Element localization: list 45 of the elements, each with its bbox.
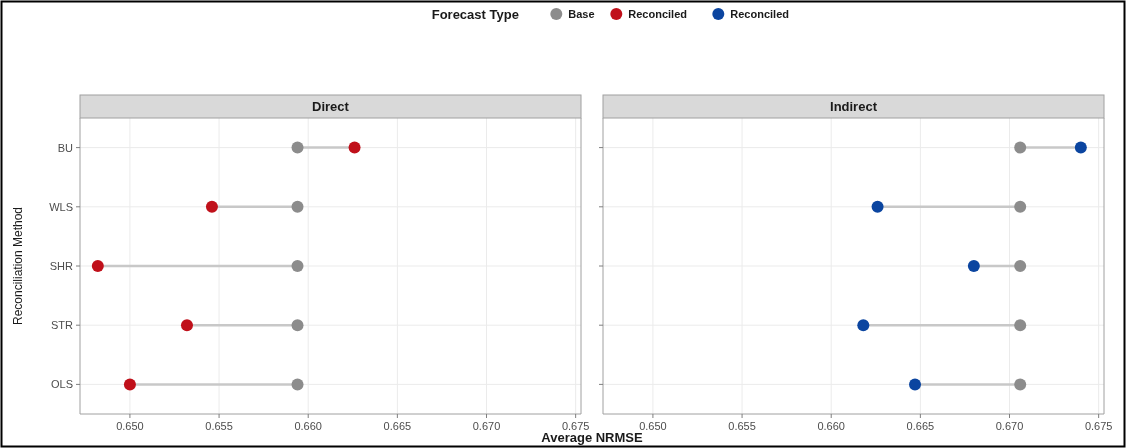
y-axis-title: Reconciliation Method: [11, 206, 25, 326]
x-tick-label: 0.675: [1084, 420, 1113, 432]
point: [291, 378, 304, 391]
point: [180, 319, 193, 332]
legend-label: Reconciled: [730, 8, 789, 20]
point: [291, 141, 304, 154]
x-tick-label: 0.675: [561, 420, 590, 432]
x-tick-label: 0.650: [639, 420, 667, 432]
point: [205, 200, 218, 213]
point: [871, 200, 884, 213]
chart-title: Indirect: [830, 99, 878, 114]
point: [1014, 141, 1027, 154]
point: [1074, 141, 1087, 154]
x-tick-label: 0.655: [728, 420, 756, 432]
point: [91, 260, 104, 272]
legend-label: Base: [568, 8, 595, 20]
point: [1014, 200, 1027, 213]
y-tick-label: SHR: [49, 260, 74, 272]
point: [123, 378, 136, 391]
point: [291, 319, 304, 332]
x-tick-label: 0.660: [294, 420, 322, 432]
y-tick-label: WLS: [49, 200, 73, 213]
point: [1014, 260, 1027, 272]
point: [291, 200, 304, 213]
point: [291, 260, 304, 272]
point: [967, 260, 980, 272]
y-tick-label: BU: [57, 141, 74, 154]
x-tick-label: 0.660: [817, 420, 845, 432]
y-tick-label: OLS: [50, 378, 73, 391]
legend-label: Reconciled: [628, 8, 687, 20]
x-tick-label: 0.670: [995, 420, 1024, 432]
chart-title: Direct: [312, 99, 350, 114]
x-tick-label: 0.655: [205, 420, 233, 432]
y-tick-label: STR: [51, 319, 74, 332]
point: [857, 319, 870, 332]
x-tick-label: 0.665: [383, 420, 412, 432]
x-axis-title: Average NRMSE: [541, 430, 644, 445]
x-tick-label: 0.650: [116, 420, 144, 432]
point: [348, 141, 361, 154]
x-tick-label: 0.670: [472, 420, 501, 432]
x-tick-label: 0.665: [906, 420, 935, 432]
point: [1014, 319, 1027, 332]
point: [909, 378, 922, 391]
legend-title: Forecast Type: [431, 7, 519, 22]
point: [1014, 378, 1027, 391]
